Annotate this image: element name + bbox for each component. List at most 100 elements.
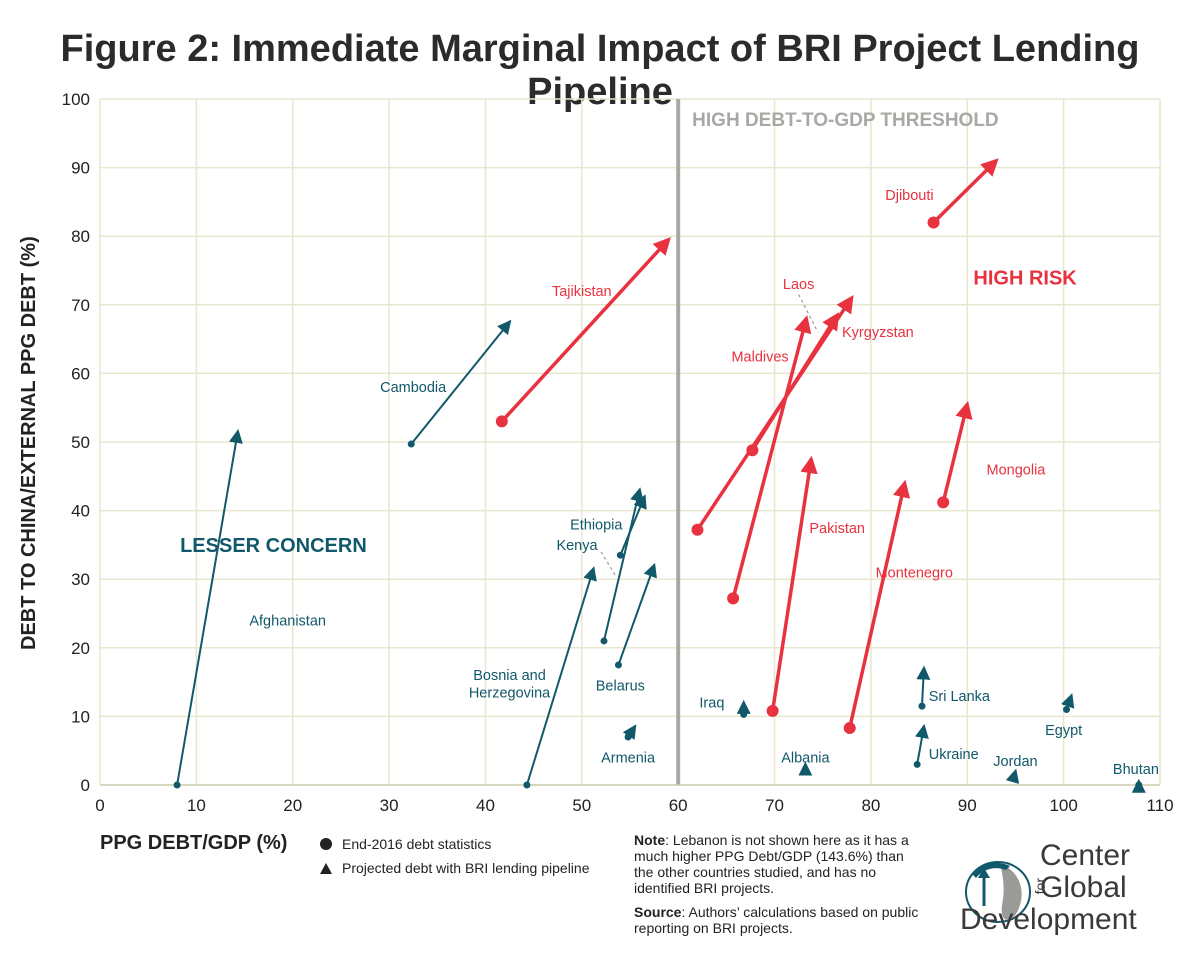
point-belarus (614, 661, 622, 669)
x-tick-label: 20 (283, 796, 302, 815)
label-iraq: Iraq (699, 696, 724, 712)
label-mongolia: Mongolia (987, 462, 1047, 478)
point-mongolia (937, 496, 950, 509)
label-bhutan: Bhutan (1113, 762, 1159, 778)
arrow-ukraine (915, 723, 929, 765)
arrow-kyrgyzstan (695, 295, 854, 531)
note-label: Note (634, 832, 666, 848)
arrow-sri-lanka (916, 665, 931, 707)
y-tick-label: 20 (71, 639, 90, 658)
label-kenya: Kenya (556, 538, 598, 554)
x-tick-label: 0 (95, 796, 104, 815)
label-herzegovina: Herzegovina (469, 685, 551, 701)
point-ukraine (913, 760, 921, 768)
logo-line-development: Development (960, 903, 1137, 936)
point-maldives (727, 592, 740, 605)
label-montenegro: Montenegro (876, 565, 953, 581)
cgd-logo: Center Global Development for (958, 836, 1188, 946)
y-tick-label: 10 (71, 707, 90, 726)
x-tick-label: 40 (476, 796, 495, 815)
point-egypt (1063, 706, 1071, 714)
point-kenya (616, 551, 624, 559)
source: Source: Authors’ calculations based on p… (634, 904, 924, 936)
triangle-marker-icon (320, 862, 332, 874)
legend-label-circle: End-2016 debt statistics (342, 836, 492, 852)
legend-item-triangle: Projected debt with BRI lending pipeline (320, 856, 590, 880)
arrow-mongolia (941, 400, 973, 503)
label-tajikistan: Tajikistan (552, 284, 612, 300)
x-tick-label: 30 (380, 796, 399, 815)
legend: End-2016 debt statistics Projected debt … (320, 832, 590, 880)
arrow-tajikistan (500, 237, 671, 423)
arrow-bosnia-and (525, 566, 597, 786)
circle-marker-icon (320, 838, 332, 850)
threshold-label: HIGH DEBT-TO-GDP THRESHOLD (692, 110, 998, 131)
arrow-montenegro (848, 479, 911, 729)
label-armenia: Armenia (601, 751, 656, 767)
label-afghanistan: Afghanistan (249, 613, 326, 629)
legend-label-triangle: Projected debt with BRI lending pipeline (342, 860, 590, 876)
data-labels: LESSER CONCERN HIGH RISK Afghanistan Cambod… (180, 188, 1159, 778)
x-tick-label: 70 (765, 796, 784, 815)
point-jordan (1010, 774, 1018, 782)
arrow-djibouti (932, 158, 999, 224)
point-bosnia-and (523, 781, 531, 789)
label-djibouti: Djibouti (885, 188, 933, 204)
logo-line-global: Global (1040, 871, 1127, 904)
arrow-afghanistan (176, 428, 243, 786)
point-albania (801, 767, 809, 775)
logo-for: for (1032, 878, 1048, 895)
label-egypt: Egypt (1045, 723, 1082, 739)
y-tick-label: 70 (71, 296, 90, 315)
x-tick-label: 90 (958, 796, 977, 815)
arrow-ethiopia (603, 487, 644, 642)
arrow-pakistan (770, 455, 818, 712)
label-laos: Laos (783, 277, 814, 293)
chart-title: Figure 2: Immediate Marginal Impact of B… (60, 28, 1140, 113)
x-axis-label: PPG DEBT/GDP (%) (100, 832, 288, 854)
point-pakistan (766, 704, 779, 717)
label-sri-lanka: Sri Lanka (929, 689, 991, 705)
x-tick-label: 50 (572, 796, 591, 815)
region-label: LESSER CONCERN (180, 535, 367, 557)
point-ethiopia (600, 637, 608, 645)
x-tick-label: 100 (1049, 796, 1077, 815)
region-label: HIGH RISK (973, 267, 1077, 289)
label-kyrgyzstan: Kyrgyzstan (842, 325, 914, 341)
logo-wordmark: Center Global Development for (960, 839, 1137, 936)
y-tick-label: 60 (71, 364, 90, 383)
chart-notes: Note: Lebanon is not shown here as it ha… (634, 832, 924, 944)
point-iraq (740, 710, 748, 718)
leader-line (600, 551, 617, 577)
label-albania: Albania (781, 751, 830, 767)
point-tajikistan (495, 415, 508, 428)
y-tick-label: 40 (71, 502, 90, 521)
label-jordan: Jordan (993, 754, 1037, 770)
label-bosnia-and: Bosnia and (473, 668, 546, 684)
y-axis-label: DEBT TO CHINA/EXTERNAL PPG DEBT (%) (18, 236, 40, 650)
y-tick-label: 30 (71, 570, 90, 589)
logo-line-center: Center (1040, 839, 1131, 872)
source-text: : Authors’ calculations based on public … (634, 904, 919, 936)
x-tick-label: 60 (669, 796, 688, 815)
note: Note: Lebanon is not shown here as it ha… (634, 832, 924, 896)
x-tick-label: 110 (1146, 796, 1173, 815)
point-bhutan (1135, 781, 1143, 789)
point-afghanistan (173, 781, 181, 789)
point-montenegro (843, 722, 856, 735)
note-text: : Lebanon is not shown here as it has a … (634, 832, 909, 896)
legend-item-circle: End-2016 debt statistics (320, 832, 590, 856)
arrow-maldives (731, 315, 812, 599)
y-tick-label: 0 (81, 776, 90, 795)
label-ukraine: Ukraine (929, 747, 979, 763)
arrow-kenya (619, 494, 647, 556)
y-tick-label: 100 (62, 90, 90, 109)
y-tick-label: 90 (71, 159, 90, 178)
arrow-belarus (617, 562, 657, 666)
point-armenia (624, 733, 632, 741)
x-tick-label: 10 (187, 796, 206, 815)
label-maldives: Maldives (731, 349, 788, 365)
y-tick-label: 80 (71, 227, 90, 246)
